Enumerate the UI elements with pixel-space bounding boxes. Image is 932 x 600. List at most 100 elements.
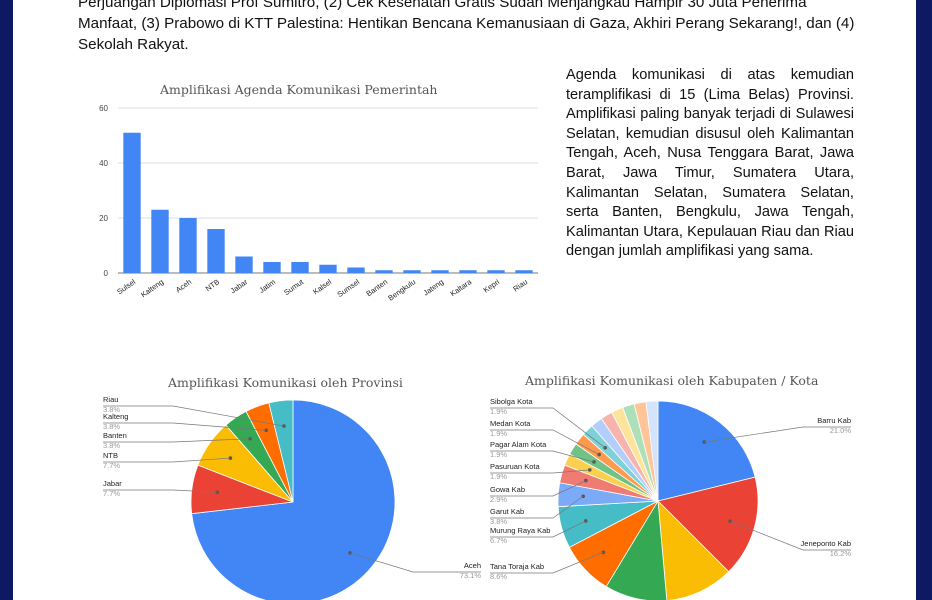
slice-label: Jeneponto Kab	[801, 539, 851, 548]
document-page: Perjuangan Diplomasi Prof Sumitro, (2) C…	[13, 0, 916, 600]
x-tick-label: Kepri	[482, 277, 502, 295]
slice-label: Medan Kota	[490, 419, 531, 428]
leader-line	[103, 405, 284, 427]
bar	[179, 218, 197, 273]
analysis-paragraph: Agenda komunikasi di atas kemudian teram…	[566, 67, 854, 260]
bar	[235, 256, 253, 273]
x-tick-label: Sumsel	[335, 277, 361, 299]
bar	[291, 262, 309, 273]
bar	[319, 264, 337, 273]
slice-label: Sibolga Kota	[490, 397, 533, 406]
pie-slice	[657, 476, 759, 573]
slice-percent: 7.7%	[103, 489, 120, 498]
slice-label: Riau	[103, 395, 118, 404]
x-tick-label: Sumut	[282, 277, 306, 297]
slice-percent: 8.6%	[490, 572, 507, 581]
leader-line	[490, 407, 606, 449]
bar	[459, 270, 477, 273]
slice-percent: 6.7%	[490, 536, 507, 545]
slice-label: Pagar Alam Kota	[490, 440, 547, 449]
pie-slice	[657, 499, 730, 600]
slice-percent: 3.8%	[103, 441, 120, 450]
slice-label: NTB	[103, 451, 118, 460]
leader-line	[103, 489, 218, 493]
slice-label: Gowa Kab	[490, 485, 525, 494]
x-tick-label: NTB	[204, 277, 221, 293]
x-tick-label: Aceh	[174, 277, 193, 294]
slice-label: Garut Kab	[490, 507, 524, 516]
bar	[151, 209, 169, 273]
leader-line	[350, 552, 481, 573]
leader-dot	[601, 550, 606, 555]
bar	[515, 270, 533, 273]
slice-percent: 16.2%	[830, 549, 852, 558]
slice-percent: 2.9%	[490, 495, 507, 504]
slice-percent: 3.8%	[103, 405, 120, 414]
bar	[123, 132, 141, 273]
pie-slice	[657, 400, 756, 502]
bar	[347, 267, 365, 273]
pie-slice	[268, 399, 294, 503]
x-tick-label: Kalteng	[139, 277, 165, 299]
x-tick-label: Kalsel	[311, 277, 333, 296]
leader-line	[103, 457, 231, 463]
slice-percent: 7.7%	[103, 461, 120, 470]
leader-line	[490, 520, 586, 538]
x-tick-label: Jateng	[422, 277, 446, 297]
x-tick-label: Riau	[511, 277, 529, 293]
slice-label: Pasuruan Kota	[490, 462, 540, 471]
slice-percent: 21.0%	[830, 426, 852, 435]
bar	[403, 270, 421, 273]
bar-chart: 0 20 40 60 Sulsel Kalteng Aceh NTB Jabar Jatim Sum…	[99, 104, 538, 303]
bar	[207, 229, 225, 273]
bar	[263, 262, 281, 273]
y-tick-label: 40	[99, 159, 108, 168]
pie-slice	[645, 400, 659, 502]
leader-dot	[215, 490, 219, 495]
leader-line	[103, 422, 267, 431]
slice-label: Jabar	[103, 479, 122, 488]
x-tick-label: Kaltara	[449, 277, 474, 298]
y-tick-label: 60	[99, 104, 108, 113]
bar-chart-title: Amplifikasi Agenda Komunikasi Pemerintah	[160, 82, 438, 97]
leader-line	[490, 450, 595, 463]
bar	[431, 270, 449, 273]
leader-line	[490, 552, 604, 574]
leader-line	[103, 438, 250, 443]
y-tick-label: 20	[99, 214, 108, 223]
slice-percent: 1.9%	[490, 429, 507, 438]
leader-line	[490, 469, 590, 474]
bar	[375, 270, 393, 273]
city-pie-title: Amplifikasi Komunikasi oleh Kabupaten / …	[525, 373, 819, 388]
slice-percent: 3.8%	[490, 517, 507, 526]
leader-dot	[228, 456, 233, 460]
province-pie-title: Amplifikasi Komunikasi oleh Provinsi	[168, 375, 403, 390]
x-tick-label: Sulsel	[115, 277, 137, 296]
leader-line	[490, 429, 600, 455]
slice-percent: 1.9%	[490, 407, 507, 416]
slice-percent: 3.8%	[103, 422, 120, 431]
slice-label: Banten	[103, 431, 127, 440]
leader-dot	[702, 440, 707, 444]
y-tick-label: 0	[104, 269, 109, 278]
slice-percent: 1.9%	[490, 450, 507, 459]
slice-percent: 73.1%	[460, 571, 482, 580]
leader-line	[490, 495, 584, 519]
leader-line	[490, 480, 586, 497]
leader-dot	[592, 460, 596, 464]
leader-dot	[583, 519, 588, 523]
slice-label: Aceh	[464, 561, 481, 570]
slice-label: Tana Toraja Kab	[490, 562, 544, 571]
leader-dot	[248, 436, 252, 441]
intro-paragraph: Perjuangan Diplomasi Prof Sumitro, (2) C…	[78, 0, 855, 53]
slice-label: Kalteng	[103, 412, 128, 421]
leader-dot	[587, 468, 592, 472]
x-tick-label: Jatim	[257, 277, 277, 295]
slice-label: Murung Raya Kab	[490, 526, 550, 535]
bar	[487, 270, 505, 273]
x-tick-label: Bengkulu	[386, 277, 417, 302]
leader-line	[730, 520, 851, 551]
slice-label: Barru Kab	[817, 416, 851, 425]
province-pie-chart: Aceh73.1%Jabar7.7%NTB7.7%Banten3.8%Kalte…	[103, 395, 482, 600]
